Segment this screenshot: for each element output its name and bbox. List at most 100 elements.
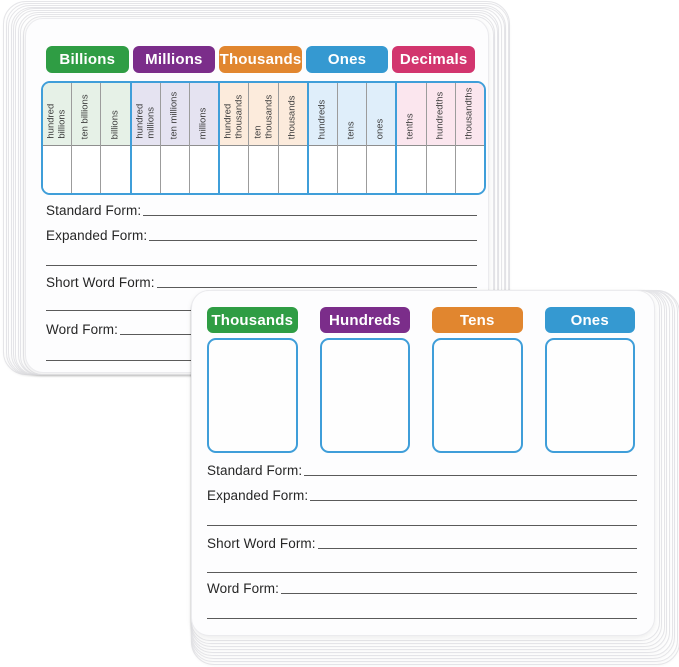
table-column: thousands xyxy=(277,83,307,193)
expanded-form-label: Expanded Form: xyxy=(46,228,148,243)
extra-writing-line xyxy=(207,618,637,619)
group-decimals: tenths hundredths thousandths xyxy=(395,83,484,193)
column-label-cell: ten billions xyxy=(72,83,101,146)
place-value-header-thousands: Thousands xyxy=(219,46,302,73)
short-word-form-row: Short Word Form: xyxy=(207,533,637,551)
header-label: Tens xyxy=(459,311,495,329)
table-column: ten thousands xyxy=(248,83,278,193)
digit-cell xyxy=(278,146,307,193)
column-label-cell: hundred billions xyxy=(43,83,72,146)
expanded-form-line xyxy=(149,240,477,241)
extra-writing-line xyxy=(207,525,637,526)
table-column: hundreds xyxy=(308,83,337,193)
word-form-row: Word Form: xyxy=(207,578,637,596)
digit-cell xyxy=(101,146,130,193)
group-millions: hundred millions ten millions millions xyxy=(129,83,219,193)
short-word-form-line xyxy=(156,287,477,288)
header-label: Thousands xyxy=(219,51,302,68)
table-column: hundred billions xyxy=(43,83,72,193)
place-header-row: Thousands Hundreds Tens Ones xyxy=(207,307,635,333)
expanded-form-line xyxy=(310,500,637,501)
form-area: Standard Form: Expanded Form: Short Word… xyxy=(207,291,637,635)
bottom-board-stack: Thousands Hundreds Tens Ones xyxy=(191,290,679,665)
digit-cell xyxy=(455,146,484,193)
write-box-row xyxy=(207,338,635,453)
word-form-label: Word Form: xyxy=(46,322,119,337)
standard-form-line xyxy=(143,215,477,216)
column-label-cell: billions xyxy=(101,83,130,146)
word-form-label: Word Form: xyxy=(207,581,280,596)
header-label: Ones xyxy=(570,311,609,329)
header-label: Millions xyxy=(145,51,203,68)
place-value-table: hundred billions ten billions billions xyxy=(41,81,486,195)
place-value-header-billions: Billions xyxy=(46,46,129,73)
column-label-cell: thousands xyxy=(278,83,307,146)
column-label-cell: hundred thousands xyxy=(220,83,249,146)
column-label-cell: thousandths xyxy=(455,83,484,146)
header-label: Hundreds xyxy=(328,311,401,329)
expanded-form-row: Expanded Form: xyxy=(207,485,637,503)
write-box-hundreds xyxy=(319,338,410,453)
expanded-form-row: Expanded Form: xyxy=(46,225,477,243)
place-value-header-millions: Millions xyxy=(132,46,216,73)
place-value-header-tens: Tens xyxy=(432,307,523,333)
digit-cell xyxy=(160,146,189,193)
header-label: Billions xyxy=(59,51,116,68)
place-value-header-decimals: Decimals xyxy=(392,46,475,73)
column-label-cell: tens xyxy=(337,83,367,146)
header-label: Ones xyxy=(327,51,367,68)
column-label-cell: hundreds xyxy=(308,83,337,146)
write-box-tens xyxy=(432,338,523,453)
digit-cell xyxy=(367,146,396,193)
digit-cell xyxy=(308,146,337,193)
group-billions: hundred billions ten billions billions xyxy=(43,83,130,193)
form-area: Standard Form: Expanded Form: Short Word… xyxy=(46,19,477,372)
table-column: ten billions xyxy=(71,83,101,193)
table-column: ones xyxy=(366,83,396,193)
header-label: Thousands xyxy=(211,311,294,329)
place-value-header-thousands: Thousands xyxy=(207,307,298,333)
digit-cell xyxy=(190,146,219,193)
standard-form-row: Standard Form: xyxy=(46,200,477,218)
digit-cell xyxy=(337,146,367,193)
standard-form-line xyxy=(304,475,637,476)
write-box-thousands xyxy=(207,338,298,453)
digit-cell xyxy=(426,146,455,193)
short-word-form-label: Short Word Form: xyxy=(207,536,316,551)
header-label: Decimals xyxy=(399,51,468,68)
table-column: billions xyxy=(100,83,130,193)
place-value-header-ones: Ones xyxy=(305,46,389,73)
table-column: millions xyxy=(189,83,219,193)
column-label-cell: hundred millions xyxy=(131,83,160,146)
table-column: tenths xyxy=(397,83,426,193)
table-column: ten millions xyxy=(159,83,189,193)
column-label-cell: millions xyxy=(190,83,219,146)
bottom-board: Thousands Hundreds Tens Ones xyxy=(191,290,655,636)
place-value-header-ones: Ones xyxy=(544,307,635,333)
column-label-cell: hundredths xyxy=(426,83,455,146)
column-label-cell: tenths xyxy=(397,83,426,146)
extra-writing-line xyxy=(207,572,637,573)
short-word-form-row: Short Word Form: xyxy=(46,272,477,290)
column-label-cell: ten thousands xyxy=(249,83,278,146)
standard-form-label: Standard Form: xyxy=(46,203,142,218)
table-column: tens xyxy=(336,83,367,193)
column-label-cell: ones xyxy=(367,83,396,146)
extra-writing-line xyxy=(46,265,477,266)
digit-cell xyxy=(72,146,101,193)
group-thousands: hundred thousands ten thousands thousand… xyxy=(218,83,307,193)
column-label-cell: ten millions xyxy=(160,83,189,146)
table-column: hundredths xyxy=(425,83,455,193)
standard-form-label: Standard Form: xyxy=(207,463,303,478)
digit-cell xyxy=(397,146,426,193)
short-word-form-line xyxy=(317,548,637,549)
digit-cell xyxy=(220,146,249,193)
digit-cell xyxy=(131,146,160,193)
standard-form-row: Standard Form: xyxy=(207,460,637,478)
digit-cell xyxy=(43,146,72,193)
place-value-header-hundreds: Hundreds xyxy=(319,307,410,333)
table-column: hundred millions xyxy=(131,83,160,193)
expanded-form-label: Expanded Form: xyxy=(207,488,309,503)
short-word-form-label: Short Word Form: xyxy=(46,275,155,290)
